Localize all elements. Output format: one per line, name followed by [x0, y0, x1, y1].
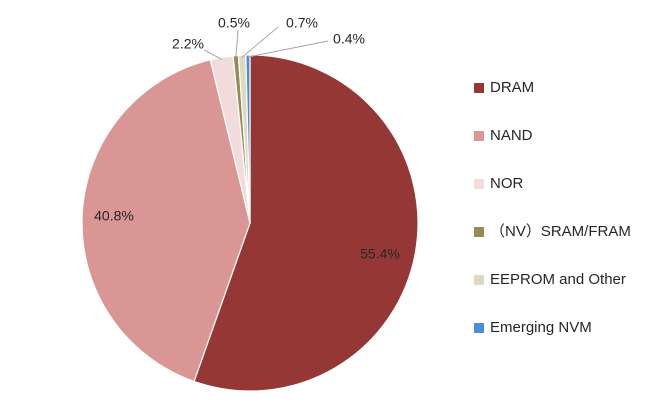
legend-swatch-nv-sram-fram	[474, 227, 484, 237]
data-label-emerging-nvm: 0.4%	[333, 31, 365, 47]
legend-swatch-eeprom-and-other	[474, 275, 484, 285]
pie-slice-nand	[81, 59, 251, 383]
leader-line-nv-sram-fram	[235, 29, 239, 58]
legend-swatch-nor	[474, 179, 484, 189]
data-labels: 55.4% 40.8% 2.2% 0.5% 0.7% 0.4%	[94, 15, 400, 262]
data-label-eeprom-and-other: 0.7%	[286, 15, 318, 31]
legend-label-emerging-nvm: Emerging NVM	[490, 319, 592, 336]
legend-label-nor: NOR	[490, 175, 524, 192]
data-label-nor: 2.2%	[172, 36, 204, 52]
pie-slice-emerging-nvm	[245, 54, 251, 224]
pie-slices	[81, 54, 419, 392]
legend-label-nand: NAND	[490, 127, 533, 144]
legend-item-emerging-nvm: Emerging NVM	[474, 319, 592, 336]
leader-line-emerging-nvm	[247, 40, 329, 58]
legend-item-eeprom-and-other: EEPROM and Other	[474, 271, 626, 288]
legend: DRAM NAND NOR （NV）SRAM/FRAM EEPROM and Other…	[474, 79, 631, 336]
data-label-dram: 55.4%	[360, 246, 400, 262]
legend-item-nand: NAND	[474, 127, 533, 144]
legend-label-eeprom-and-other: EEPROM and Other	[490, 271, 626, 288]
legend-item-nv-sram-fram: （NV）SRAM/FRAM	[474, 223, 631, 240]
legend-item-dram: DRAM	[474, 79, 534, 96]
legend-label-dram: DRAM	[490, 79, 534, 96]
data-label-nand: 40.8%	[94, 208, 134, 224]
legend-swatch-nand	[474, 131, 484, 141]
legend-swatch-dram	[474, 83, 484, 93]
leader-line-eeprom-and-other	[241, 26, 279, 58]
data-label-nv-sram-fram: 0.5%	[218, 15, 250, 31]
leader-lines	[203, 26, 329, 60]
legend-swatch-emerging-nvm	[474, 323, 484, 333]
legend-label-nv-sram-fram: （NV）SRAM/FRAM	[490, 223, 631, 240]
leader-line-nor	[203, 49, 223, 60]
legend-item-nor: NOR	[474, 175, 524, 192]
